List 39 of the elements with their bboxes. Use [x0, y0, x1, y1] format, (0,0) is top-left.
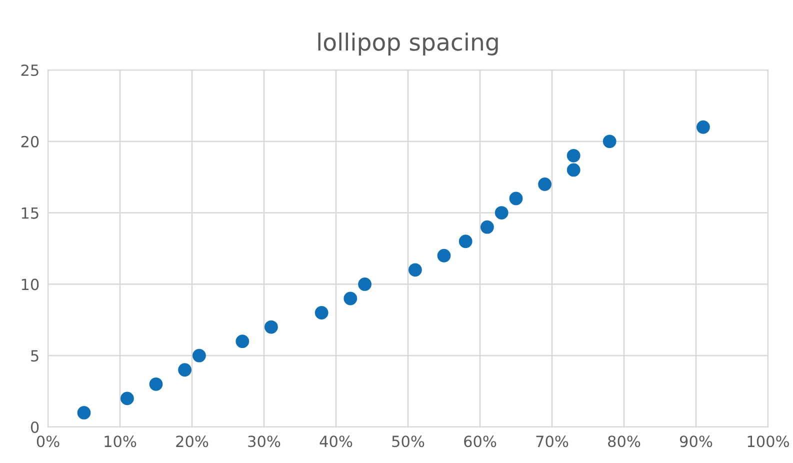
point	[314, 306, 328, 320]
x-tick-label: 70%	[536, 436, 568, 448]
x-tick-label: 20%	[176, 436, 208, 448]
point	[566, 163, 580, 177]
y-tick-label: 0	[30, 421, 39, 434]
point	[538, 178, 552, 191]
y-tick-label: 10	[22, 278, 39, 290]
point	[458, 234, 472, 248]
point	[480, 220, 494, 234]
point	[494, 206, 508, 220]
point	[120, 392, 134, 406]
point	[437, 248, 451, 262]
point	[264, 320, 278, 334]
y-tick-label: 5	[31, 350, 38, 362]
point	[149, 377, 163, 391]
y-tick-label: 25	[21, 64, 38, 76]
point	[344, 292, 358, 306]
y-tick-label: 20	[21, 136, 39, 148]
x-tick-label: 80%	[608, 436, 640, 448]
x-tick-label: 30%	[248, 436, 280, 448]
point	[696, 120, 710, 134]
chart-title: lollipop spacing	[318, 32, 498, 56]
x-tick-label: 40%	[320, 436, 352, 448]
x-tick-label: 60%	[464, 436, 496, 448]
point	[602, 134, 616, 148]
x-tick-label: 0%	[36, 436, 60, 448]
point	[358, 277, 372, 291]
point	[236, 334, 250, 348]
point	[77, 406, 91, 420]
point	[408, 263, 422, 277]
x-tick-label: 50%	[392, 436, 424, 448]
point	[509, 192, 523, 206]
x-tick-label: 100%	[748, 436, 789, 448]
x-tick-label: 10%	[104, 436, 136, 448]
y-tick-label: 15	[22, 207, 38, 219]
point	[178, 363, 192, 377]
point	[192, 348, 206, 362]
x-tick-label: 90%	[680, 436, 712, 448]
point	[566, 148, 580, 162]
